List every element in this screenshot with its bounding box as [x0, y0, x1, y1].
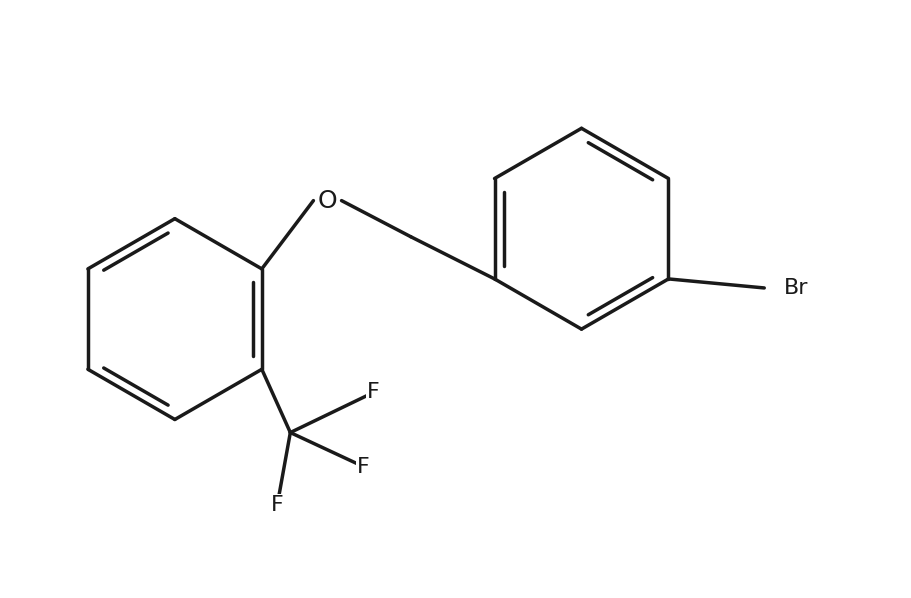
Text: Br: Br [783, 278, 808, 298]
Text: F: F [271, 495, 283, 515]
Text: F: F [357, 457, 370, 477]
Text: F: F [367, 382, 380, 402]
Text: O: O [317, 188, 337, 213]
